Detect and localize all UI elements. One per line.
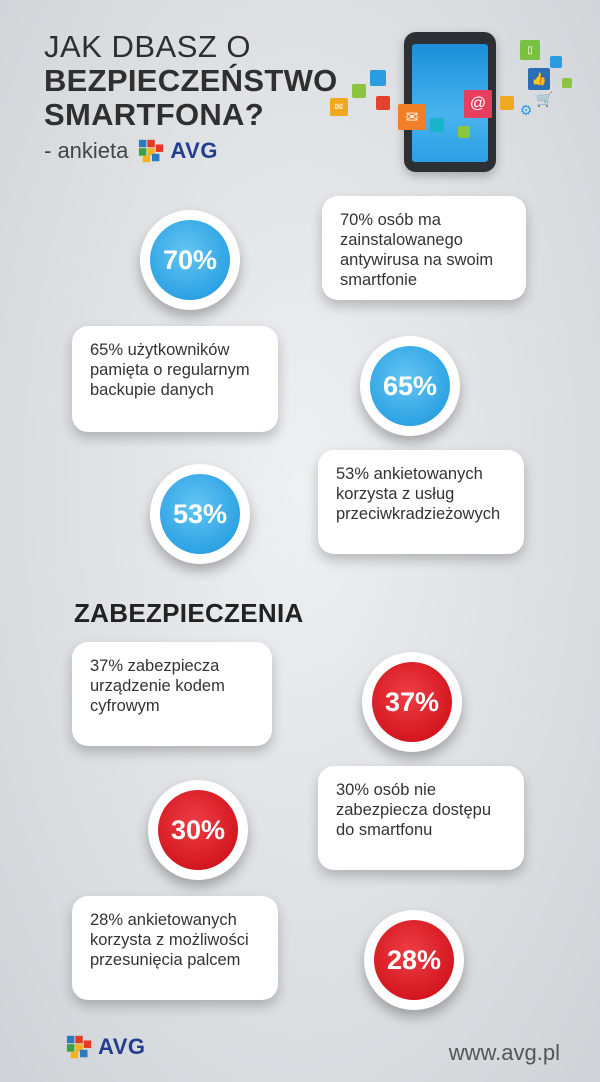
- stat-text: 70% osób ma zainstalowanego antywirusa n…: [340, 211, 494, 289]
- app-icon: [430, 118, 444, 132]
- stat-circle-3: 53%: [150, 464, 250, 564]
- subtitle-row: - ankieta AVG: [44, 138, 344, 164]
- security-bubble-2: 30% osób nie zabezpiecza dostępu do smar…: [318, 766, 524, 870]
- stat-circle-1: 70%: [140, 210, 240, 310]
- avg-logo-icon: [139, 139, 164, 163]
- security-circle-1: 37%: [362, 652, 462, 752]
- app-icon: [370, 70, 386, 86]
- security-circle-2: 30%: [148, 780, 248, 880]
- stat-value: 65%: [370, 346, 450, 426]
- avg-logo-icon: [66, 1035, 92, 1059]
- app-icon: [458, 126, 470, 138]
- avg-logo: AVG: [138, 138, 218, 164]
- stat-value: 53%: [160, 474, 240, 554]
- app-icon: [550, 56, 562, 68]
- app-icon: [376, 96, 390, 110]
- footer-avg-wordmark: AVG: [98, 1034, 146, 1059]
- security-value: 30%: [158, 790, 238, 870]
- footer-url[interactable]: www.avg.pl: [448, 1040, 560, 1065]
- title-line-2: BEZPIECZEŃSTWO: [44, 63, 338, 98]
- security-circle-3: 28%: [364, 910, 464, 1010]
- title-line-3: SMARTFONA?: [44, 97, 264, 132]
- stat-text: 65% użytkowników pamięta o regularnym ba…: [90, 341, 250, 399]
- stat-value: 70%: [150, 220, 230, 300]
- app-icon: [562, 78, 572, 88]
- title-line-1: JAK DBASZ O: [44, 29, 252, 64]
- security-value: 28%: [374, 920, 454, 1000]
- avg-wordmark: AVG: [170, 138, 218, 163]
- security-text: 28% ankietowanych korzysta z możliwości …: [90, 911, 249, 969]
- security-value: 37%: [372, 662, 452, 742]
- security-bubble-1: 37% zabezpiecza urządzenie kodem cyfrowy…: [72, 642, 272, 746]
- like-icon: 👍: [528, 68, 550, 90]
- security-bubble-3: 28% ankietowanych korzysta z możliwości …: [72, 896, 278, 1000]
- subtitle: - ankieta: [44, 138, 129, 163]
- stat-bubble-2: 65% użytkowników pamięta o regularnym ba…: [72, 326, 278, 432]
- page-title: JAK DBASZ O BEZPIECZEŃSTWO SMARTFONA? - …: [44, 30, 344, 164]
- gear-icon: ⚙: [519, 101, 533, 118]
- stat-text: 53% ankietowanych korzysta z usług przec…: [336, 465, 501, 523]
- mail-icon: ✉: [398, 104, 426, 130]
- section-title: ZABEZPIECZENIA: [74, 598, 304, 628]
- stat-circle-2: 65%: [360, 336, 460, 436]
- smartphone-icon: [404, 32, 496, 172]
- footer-avg-logo: AVG: [66, 1034, 146, 1060]
- security-text: 37% zabezpiecza urządzenie kodem cyfrowy…: [90, 657, 225, 715]
- stat-bubble-3: 53% ankietowanych korzysta z usług przec…: [318, 450, 524, 554]
- app-icon: [500, 96, 514, 110]
- at-icon: @: [464, 90, 492, 118]
- cart-icon: 🛒: [536, 90, 554, 107]
- app-icon: ▯: [520, 40, 540, 60]
- stat-bubble-1: 70% osób ma zainstalowanego antywirusa n…: [322, 196, 526, 300]
- security-text: 30% osób nie zabezpiecza dostępu do smar…: [336, 781, 492, 839]
- photo-icon: ✉: [330, 98, 348, 116]
- app-icon: [352, 84, 366, 98]
